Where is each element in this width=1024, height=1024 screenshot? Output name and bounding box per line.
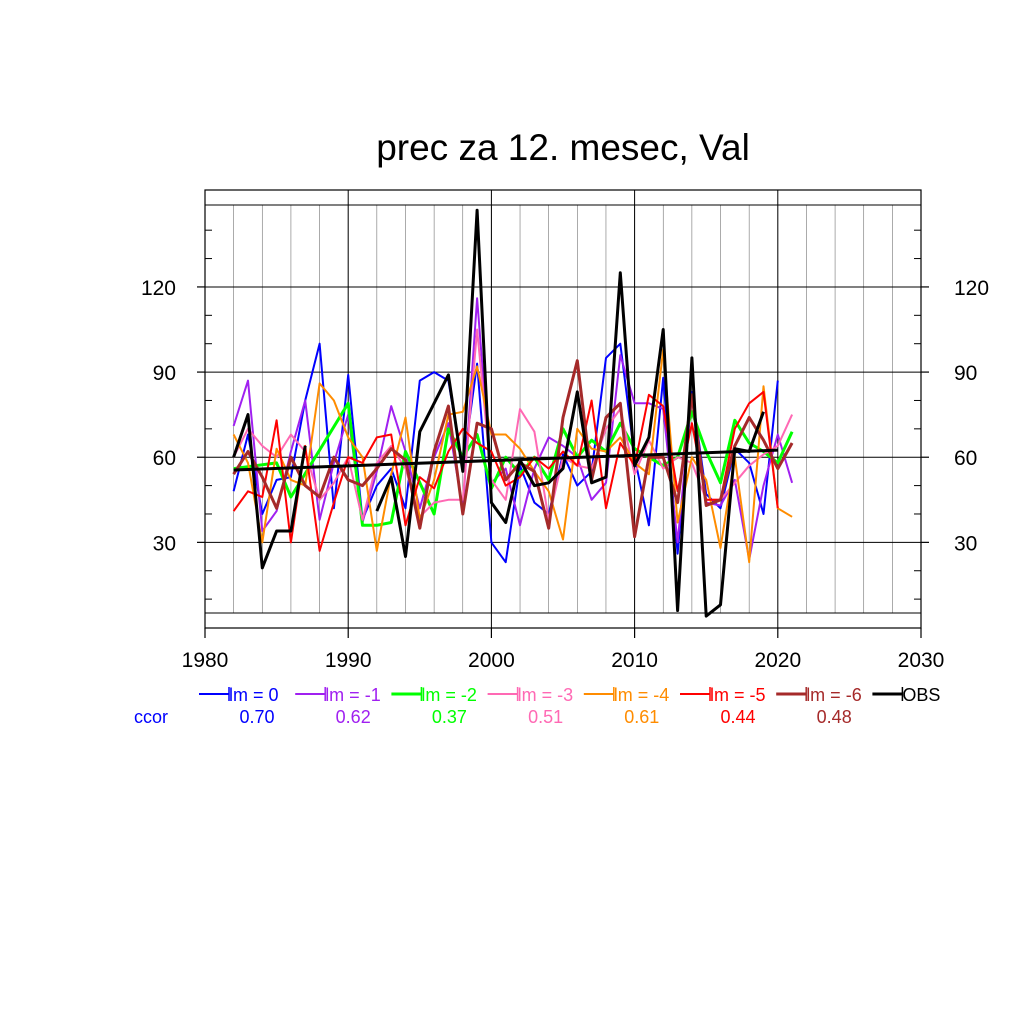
x-tick-label: 2010 xyxy=(611,649,658,672)
trend-line xyxy=(233,448,778,472)
legend-label: lm = -2 xyxy=(421,685,477,705)
series-line-lm-2 xyxy=(233,401,794,527)
legend-label: lm = 0 xyxy=(229,685,279,705)
ccor-value: 0.51 xyxy=(528,707,563,727)
legend-label: lm = -1 xyxy=(325,685,381,705)
legend-label: lm = -5 xyxy=(710,685,766,705)
y-tick-label-right: 60 xyxy=(954,447,977,470)
legend: ccor lm = 00.70 lm = -10.62 lm = -20.37 lm =… xyxy=(134,685,940,727)
x-tick-label: 2030 xyxy=(898,649,945,672)
ccor-value: 0.70 xyxy=(239,707,274,727)
y-tick-label-right: 30 xyxy=(954,532,977,555)
ccor-value: 0.37 xyxy=(432,707,467,727)
legend-label: lm = -3 xyxy=(518,685,574,705)
grid xyxy=(205,190,921,628)
ccor-value: 0.44 xyxy=(720,707,755,727)
plot-frame xyxy=(204,189,922,629)
x-tick-label: 1990 xyxy=(325,649,372,672)
chart-title: prec za 12. mesec, Val xyxy=(376,127,750,168)
axis-ticks: 1980 1990 2000 2010 2020 2030 30 30 60 60 90 90 120 1… xyxy=(141,229,989,672)
x-tick-label: 2020 xyxy=(754,649,801,672)
y-tick-label-left: 90 xyxy=(153,362,176,385)
series-lines xyxy=(232,208,794,618)
y-tick-label-left: 60 xyxy=(153,447,176,470)
ccor-value: 0.62 xyxy=(336,707,371,727)
ccor-label: ccor xyxy=(134,707,168,727)
ccor-value: 0.61 xyxy=(624,707,659,727)
y-tick-label-left: 120 xyxy=(141,277,176,300)
x-tick-label: 2000 xyxy=(468,649,515,672)
series-line-obs xyxy=(232,208,765,618)
y-tick-label-right: 120 xyxy=(954,277,989,300)
series-line-lm-6 xyxy=(232,359,794,539)
legend-label: lm = -4 xyxy=(614,685,670,705)
ccor-value: 0.48 xyxy=(817,707,852,727)
legend-label: lm = -6 xyxy=(806,685,862,705)
x-tick-label: 1980 xyxy=(182,649,229,672)
y-tick-label-left: 30 xyxy=(153,532,176,555)
y-tick-label-right: 90 xyxy=(954,362,977,385)
legend-label: OBS xyxy=(902,685,940,705)
plot-border xyxy=(204,189,922,629)
